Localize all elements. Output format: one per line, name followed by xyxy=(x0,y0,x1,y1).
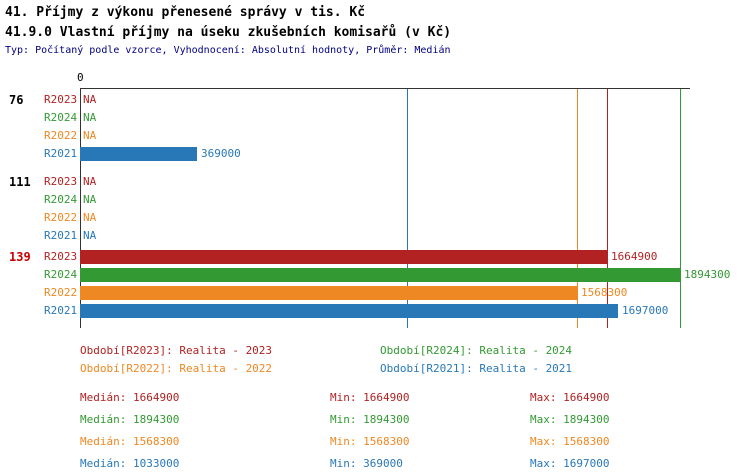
na-value-label: NA xyxy=(83,93,97,106)
series-row-label: R2021 xyxy=(44,147,78,160)
na-value-label: NA xyxy=(83,129,97,142)
stat-min-r2023: Min: 1664900 xyxy=(330,391,410,404)
series-row-label: R2021 xyxy=(44,304,78,317)
na-value-label: NA xyxy=(83,211,97,224)
stat-min-r2021: Min: 369000 xyxy=(330,457,403,470)
series-row-label: R2023 xyxy=(44,250,78,263)
stat-max-r2021: Max: 1697000 xyxy=(530,457,610,470)
legend-item-r2023: Období[R2023]: Realita - 2023 xyxy=(80,344,273,357)
stat-median-r2023: Medián: 1664900 xyxy=(80,391,180,404)
bar-value-label: 1568300 xyxy=(581,286,628,299)
series-row-label: R2024 xyxy=(44,268,78,281)
value-bar-r2021 xyxy=(80,147,197,161)
stat-median-r2022: Medián: 1568300 xyxy=(80,435,180,448)
series-row-label: R2024 xyxy=(44,193,78,206)
na-value-label: NA xyxy=(83,111,97,124)
stat-max-r2024: Max: 1894300 xyxy=(530,413,610,426)
na-value-label: NA xyxy=(83,193,97,206)
series-row-label: R2024 xyxy=(44,111,78,124)
series-row-label: R2023 xyxy=(44,93,78,106)
stat-min-r2022: Min: 1568300 xyxy=(330,435,410,448)
chart-title-line1: 41. Příjmy z výkonu přenesené správy v t… xyxy=(5,5,366,20)
median-line-r2022 xyxy=(577,88,578,328)
x-axis-line xyxy=(80,88,690,89)
legend-item-r2024: Období[R2024]: Realita - 2024 xyxy=(380,344,573,357)
median-line-r2023 xyxy=(607,88,608,328)
stat-median-r2024: Medián: 1894300 xyxy=(80,413,180,426)
bar-value-label: 1894300 xyxy=(684,268,731,281)
median-line-r2024 xyxy=(680,88,681,328)
na-value-label: NA xyxy=(83,229,97,242)
series-row-label: R2022 xyxy=(44,211,78,224)
value-bar-r2022 xyxy=(80,286,577,300)
series-row-label: R2022 xyxy=(44,286,78,299)
legend-item-r2022: Období[R2022]: Realita - 2022 xyxy=(80,362,273,375)
stat-min-r2024: Min: 1894300 xyxy=(330,413,410,426)
series-row-label: R2022 xyxy=(44,129,78,142)
bar-value-label: 369000 xyxy=(201,147,241,160)
stat-max-r2022: Max: 1568300 xyxy=(530,435,610,448)
series-row-label: R2023 xyxy=(44,175,78,188)
median-line-r2021 xyxy=(407,88,408,328)
y-axis-line xyxy=(80,88,81,328)
value-bar-r2021 xyxy=(80,304,618,318)
value-bar-r2023 xyxy=(80,250,607,264)
chart-meta-line: Typ: Počítaný podle vzorce, Vyhodnocení:… xyxy=(5,45,451,56)
legend-item-r2021: Období[R2021]: Realita - 2021 xyxy=(380,362,573,375)
series-row-label: R2021 xyxy=(44,229,78,242)
group-id-label: 111 xyxy=(9,175,31,189)
group-id-label: 139 xyxy=(9,250,31,264)
chart-title-line2: 41.9.0 Vlastní příjmy na úseku zkušebníc… xyxy=(5,25,452,40)
stat-max-r2023: Max: 1664900 xyxy=(530,391,610,404)
bar-value-label: 1664900 xyxy=(611,250,658,263)
value-bar-r2024 xyxy=(80,268,680,282)
stat-median-r2021: Medián: 1033000 xyxy=(80,457,180,470)
bar-value-label: 1697000 xyxy=(622,304,669,317)
x-axis-zero-label: 0 xyxy=(77,71,84,84)
na-value-label: NA xyxy=(83,175,97,188)
group-id-label: 76 xyxy=(9,93,24,107)
